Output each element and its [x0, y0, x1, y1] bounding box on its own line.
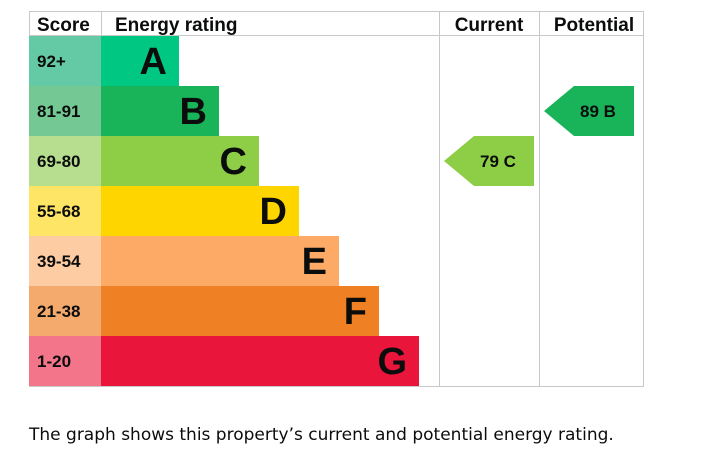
header-potential: Potential: [554, 15, 634, 36]
rating-bands: 92+ A 81-91 B 69-80 C 55-68 D 39-54 E 21-38 F 1-20 G: [29, 36, 419, 386]
rating-bar-d: [101, 186, 299, 236]
score-cell-d: [29, 186, 101, 236]
rating-letter-a: A: [140, 41, 167, 83]
score-cell-a: [29, 36, 101, 86]
rating-letter-e: E: [302, 241, 327, 283]
rating-letter-c: C: [220, 141, 247, 183]
rating-bar-f: [101, 286, 379, 336]
rating-letter-g: G: [377, 341, 407, 383]
score-label-c: 69-80: [37, 152, 80, 171]
rating-letter-f: F: [344, 291, 367, 333]
score-cell-b: [29, 86, 101, 136]
potential-rating-arrow: [544, 86, 634, 136]
score-label-g: 1-20: [37, 352, 71, 371]
score-cell-e: [29, 236, 101, 286]
rating-letter-b: B: [180, 91, 207, 133]
potential-rating-label: 89 B: [580, 102, 616, 121]
rating-arrows: 79 C 89 B: [444, 86, 634, 186]
score-label-f: 21-38: [37, 302, 80, 321]
header-energy-rating: Energy rating: [115, 15, 237, 36]
score-label-b: 81-91: [37, 102, 80, 121]
current-rating-arrow: [444, 136, 534, 186]
score-label-a: 92+: [37, 52, 66, 71]
chart-caption: The graph shows this property’s current …: [29, 425, 614, 445]
epc-chart: Score Energy rating Current Potential 92…: [29, 11, 644, 387]
score-cell-f: [29, 286, 101, 336]
rating-bar-g: [101, 336, 419, 386]
score-cell-g: [29, 336, 101, 386]
rating-bar-c: [101, 136, 259, 186]
rating-bar-e: [101, 236, 339, 286]
rating-bar-b: [101, 86, 219, 136]
header-score: Score: [37, 15, 90, 36]
current-rating-label: 79 C: [480, 152, 516, 171]
rating-letter-d: D: [260, 191, 287, 233]
header-current: Current: [455, 15, 524, 36]
score-label-e: 39-54: [37, 252, 81, 271]
score-label-d: 55-68: [37, 202, 80, 221]
rating-bar-a: [101, 36, 179, 86]
score-cell-c: [29, 136, 101, 186]
